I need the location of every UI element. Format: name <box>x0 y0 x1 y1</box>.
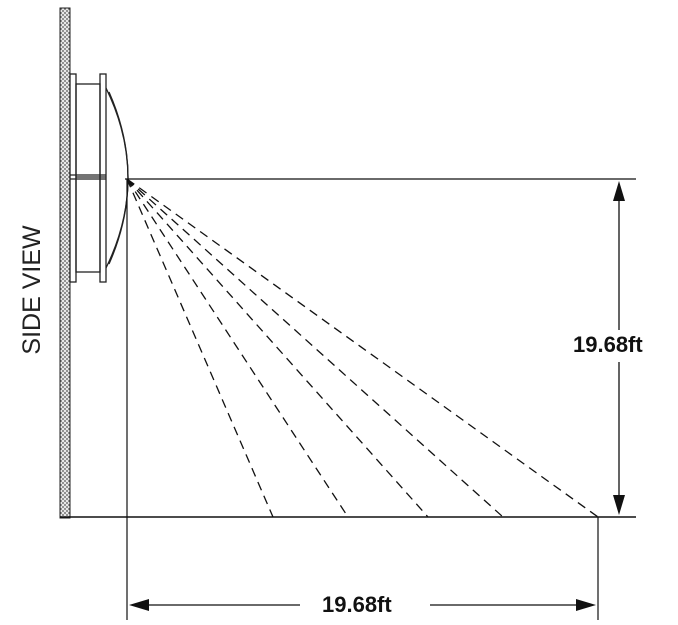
beam-1 <box>126 178 274 518</box>
wall-icon <box>59 7 71 519</box>
beam-2 <box>126 178 349 518</box>
sensor-icon <box>69 73 129 283</box>
beam-4 <box>126 178 504 518</box>
width-dimension <box>129 599 596 611</box>
beam-5 <box>126 178 599 518</box>
beam-3 <box>126 178 429 518</box>
side-view-label: SIDE VIEW <box>12 225 52 354</box>
width-dimension-label: 19.68ft <box>310 592 404 618</box>
height-dimension <box>613 181 625 515</box>
height-dimension-label: 19.68ft <box>573 330 643 360</box>
detection-beams <box>126 178 599 518</box>
side-view-text: SIDE VIEW <box>17 225 46 355</box>
